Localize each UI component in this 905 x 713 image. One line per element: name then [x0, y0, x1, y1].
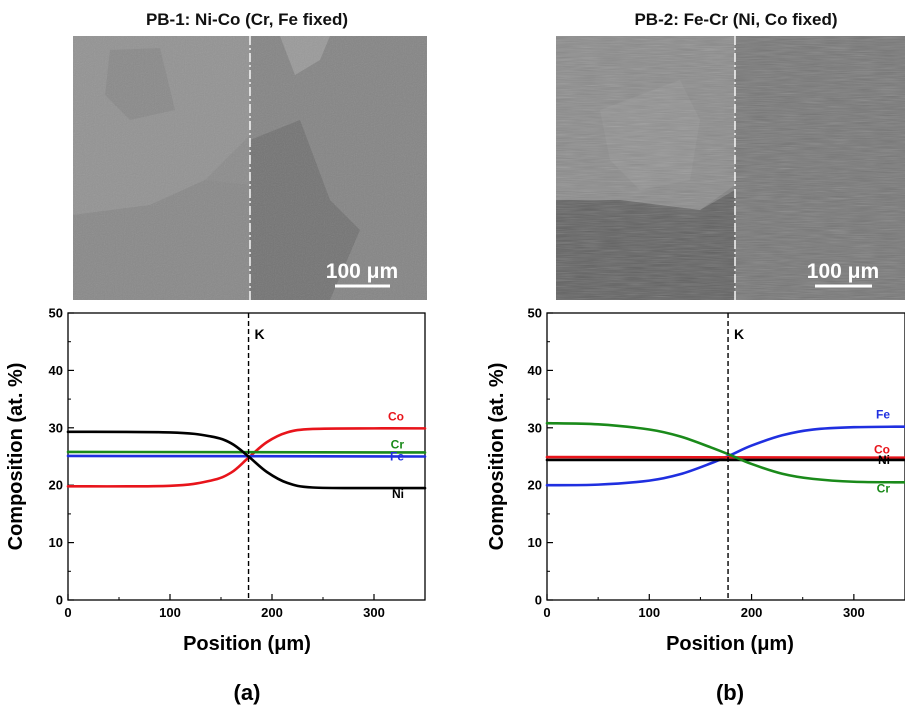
chart-a-series-label-cr: Cr	[391, 437, 405, 451]
chart-a-kirkendall-marker-label: K	[255, 326, 265, 342]
chart-a-y-tick-label: 0	[56, 593, 63, 608]
chart-b-x-tick-label: 0	[543, 605, 550, 620]
panel-a-scale-bar-label: 100 μm	[326, 260, 398, 283]
chart-b-y-tick-label: 50	[528, 306, 542, 321]
chart-a-y-tick-label: 20	[49, 478, 63, 493]
chart-a-series-ni	[66, 430, 427, 490]
panel-a-title: PB-1: Ni-Co (Cr, Fe fixed)	[146, 10, 348, 29]
chart-a-series-label-co: Co	[388, 409, 404, 423]
chart-a-x-axis-label: Position (μm)	[183, 633, 311, 655]
chart-b-y-tick-label: 40	[528, 363, 542, 378]
chart-b-series-label-cr: Cr	[877, 481, 891, 495]
chart-a-x-tick-label: 0	[64, 605, 71, 620]
panel-b-caption: (b)	[716, 680, 744, 705]
panel-b-chart: 0 10 20 30 40 50 0 100 200 300 Position (μm) Compos…	[486, 306, 905, 655]
chart-b-y-tick-label: 20	[528, 478, 542, 493]
chart-b-series-co	[545, 455, 905, 459]
chart-b-series-label-ni: Ni	[878, 453, 890, 467]
panel-a: PB-1: Ni-Co (Cr, Fe fixed) 100 μm 0 10 20 3…	[5, 10, 427, 705]
panel-b-micrograph: 100 μm	[556, 36, 905, 300]
chart-b-series-label-co: Co	[874, 443, 890, 457]
chart-a-y-axis-label: Composition (at. %)	[5, 363, 27, 551]
chart-b-series-label-fe: Fe	[876, 408, 890, 422]
chart-b-y-tick-label: 30	[528, 420, 542, 435]
panel-a-caption: (a)	[234, 680, 261, 705]
chart-b-x-tick-label: 300	[843, 605, 865, 620]
panel-a-micrograph: 100 μm	[73, 36, 427, 300]
chart-a-x-tick-label: 200	[261, 605, 283, 620]
chart-a-series-cr	[66, 450, 427, 454]
chart-a-y-tick-label: 10	[49, 535, 63, 550]
panel-b: PB-2: Fe-Cr (Ni, Co fixed) 100 μm 0 10 20 3…	[486, 10, 905, 705]
chart-b-x-axis-label: Position (μm)	[666, 633, 794, 655]
panel-b-title: PB-2: Fe-Cr (Ni, Co fixed)	[634, 10, 837, 29]
chart-a-series-label-fe: Fe	[390, 450, 404, 464]
chart-b-x-tick-label: 200	[741, 605, 763, 620]
chart-b-y-axis-label: Composition (at. %)	[486, 363, 508, 551]
chart-a-x-tick-label: 100	[159, 605, 181, 620]
chart-b-y-tick-label: 0	[535, 593, 542, 608]
chart-a-y-tick-label: 50	[49, 306, 63, 321]
chart-a-y-tick-label: 40	[49, 363, 63, 378]
chart-a-y-tick-label: 30	[49, 420, 63, 435]
chart-b-series-cr	[545, 421, 905, 484]
chart-b-x-tick-label: 100	[638, 605, 660, 620]
chart-a-x-tick-label: 300	[363, 605, 385, 620]
chart-a-series-label-ni: Ni	[392, 487, 404, 501]
chart-b-kirkendall-marker-label: K	[734, 326, 744, 342]
panel-a-chart: 0 10 20 30 40 50 0 100 200 300 Position (μm) Compos…	[5, 306, 427, 655]
panel-b-scale-bar-label: 100 μm	[807, 260, 879, 283]
chart-b-y-tick-label: 10	[528, 535, 542, 550]
